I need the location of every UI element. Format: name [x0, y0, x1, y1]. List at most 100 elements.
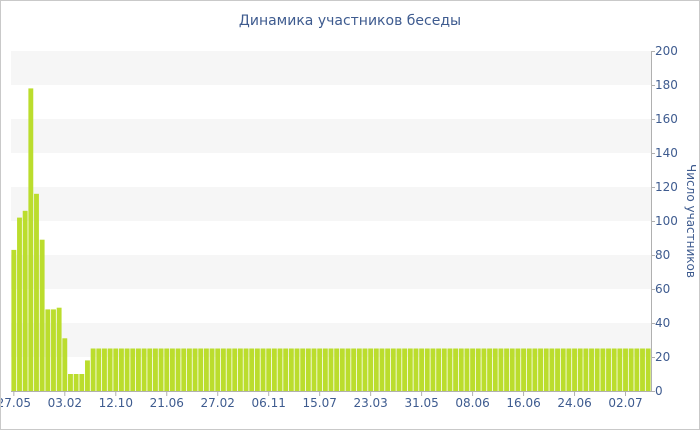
bar[interactable] [164, 348, 170, 392]
bar[interactable] [577, 348, 583, 392]
bar[interactable] [51, 309, 56, 391]
bar[interactable] [594, 348, 600, 392]
bar[interactable] [11, 249, 17, 391]
bar[interactable] [628, 348, 634, 392]
bar[interactable] [220, 348, 226, 392]
bar[interactable] [515, 348, 521, 392]
bar[interactable] [17, 217, 22, 391]
bar[interactable] [560, 348, 566, 392]
bar[interactable] [96, 348, 102, 392]
bar[interactable] [186, 348, 192, 392]
bar[interactable] [90, 348, 96, 392]
bar[interactable] [441, 348, 447, 392]
bar[interactable] [39, 239, 45, 391]
bar[interactable] [458, 348, 464, 392]
bar[interactable] [85, 360, 90, 391]
bar[interactable] [402, 348, 408, 392]
bar[interactable] [322, 348, 328, 392]
bar[interactable] [464, 348, 470, 392]
bar[interactable] [379, 348, 385, 392]
bar[interactable] [317, 348, 323, 392]
bar[interactable] [175, 348, 181, 392]
bar[interactable] [606, 348, 611, 392]
bar[interactable] [152, 348, 158, 392]
bar[interactable] [373, 348, 379, 392]
bar[interactable] [283, 348, 289, 392]
bar[interactable] [589, 348, 594, 392]
bar[interactable] [328, 348, 334, 392]
bar[interactable] [254, 348, 260, 392]
bar[interactable] [22, 210, 28, 391]
bar[interactable] [487, 348, 493, 392]
bar[interactable] [34, 193, 39, 391]
bar[interactable] [181, 348, 187, 392]
bar[interactable] [232, 348, 238, 392]
bar[interactable] [73, 374, 79, 391]
bar[interactable] [294, 348, 300, 392]
bar[interactable] [447, 348, 453, 392]
bar[interactable] [345, 348, 351, 392]
bar[interactable] [28, 88, 34, 392]
bar[interactable] [277, 348, 283, 392]
bar[interactable] [362, 348, 368, 392]
bar[interactable] [356, 348, 362, 392]
bar[interactable] [45, 309, 51, 391]
bar[interactable] [611, 348, 617, 392]
bar[interactable] [113, 348, 119, 392]
bar[interactable] [203, 348, 209, 392]
bar[interactable] [79, 374, 85, 391]
bar[interactable] [453, 348, 459, 392]
bar[interactable] [549, 348, 555, 392]
bar[interactable] [413, 348, 419, 392]
bar[interactable] [305, 348, 311, 392]
bar[interactable] [198, 348, 204, 392]
bar[interactable] [136, 348, 141, 392]
bar[interactable] [192, 348, 198, 392]
bar[interactable] [634, 348, 640, 392]
bar[interactable] [243, 348, 249, 392]
bar[interactable] [538, 348, 543, 392]
bar[interactable] [470, 348, 476, 392]
bar[interactable] [169, 348, 175, 392]
bar[interactable] [509, 348, 515, 392]
bar[interactable] [396, 348, 402, 392]
bar[interactable] [124, 348, 130, 392]
bar[interactable] [266, 348, 272, 392]
bar[interactable] [334, 348, 340, 392]
bar[interactable] [288, 348, 294, 392]
bar[interactable] [543, 348, 549, 392]
bar[interactable] [640, 348, 645, 392]
bar[interactable] [62, 338, 68, 391]
bar[interactable] [368, 348, 374, 392]
bar[interactable] [555, 348, 560, 392]
bar[interactable] [617, 348, 623, 392]
bar[interactable] [600, 348, 606, 392]
bar[interactable] [623, 348, 628, 392]
bar[interactable] [339, 348, 345, 392]
bar[interactable] [119, 348, 124, 392]
bar[interactable] [141, 348, 147, 392]
bar[interactable] [130, 348, 136, 392]
bar[interactable] [424, 348, 430, 392]
bar[interactable] [385, 348, 391, 392]
bar[interactable] [56, 307, 62, 391]
bar[interactable] [430, 348, 436, 392]
bar[interactable] [300, 348, 306, 392]
bar[interactable] [645, 348, 651, 392]
bar[interactable] [407, 348, 413, 392]
bar[interactable] [351, 348, 357, 392]
bar[interactable] [566, 348, 572, 392]
bar[interactable] [147, 348, 153, 392]
bar[interactable] [436, 348, 442, 392]
bar[interactable] [419, 348, 425, 392]
bar[interactable] [249, 348, 255, 392]
bar[interactable] [107, 348, 113, 392]
bar[interactable] [209, 348, 215, 392]
bar[interactable] [475, 348, 481, 392]
bar[interactable] [102, 348, 107, 392]
bar[interactable] [226, 348, 232, 392]
bar[interactable] [68, 374, 73, 391]
bar[interactable] [521, 348, 526, 392]
bar[interactable] [237, 348, 243, 392]
bar[interactable] [498, 348, 504, 392]
